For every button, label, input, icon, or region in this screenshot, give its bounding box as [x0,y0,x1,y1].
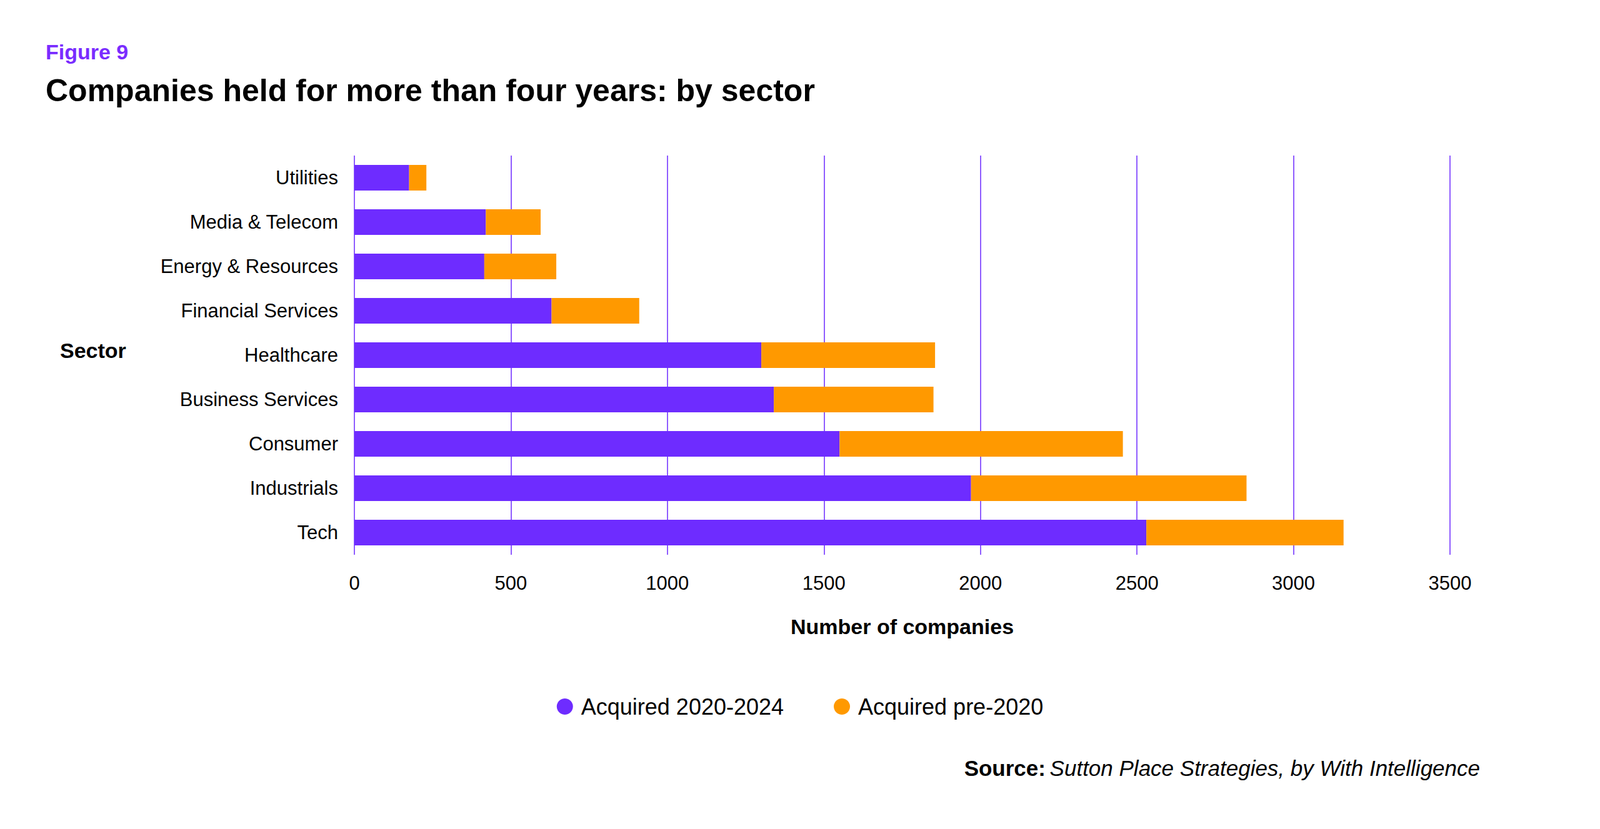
svg-text:Acquired pre-2020: Acquired pre-2020 [858,694,1044,720]
svg-text:Tech: Tech [297,521,339,544]
svg-text:Consumer: Consumer [248,433,339,455]
svg-text:2500: 2500 [1115,572,1159,595]
svg-text:Number of companies: Number of companies [790,615,1014,639]
svg-text:Media & Telecom: Media & Telecom [190,211,339,234]
svg-text:0: 0 [348,572,360,595]
svg-text:3000: 3000 [1271,572,1315,595]
svg-text:Financial Services: Financial Services [180,300,339,322]
svg-text:1000: 1000 [645,572,689,595]
svg-text:2000: 2000 [958,572,1002,595]
svg-text:Sutton Place Strategies, by Wi: Sutton Place Strategies, by With Intelli… [1050,756,1480,781]
svg-text:Business Services: Business Services [180,388,339,411]
svg-text:Utilities: Utilities [275,166,339,189]
svg-text:Companies held for more than f: Companies held for more than four years:… [45,73,815,109]
svg-text:Healthcare: Healthcare [244,344,339,367]
svg-text:3500: 3500 [1428,572,1472,595]
svg-text:Industrials: Industrials [250,477,339,500]
svg-text:Energy & Resources: Energy & Resources [160,255,339,278]
svg-text:Source:: Source: [964,756,1046,781]
svg-text:Sector: Sector [60,338,127,363]
svg-text:1500: 1500 [802,572,846,595]
svg-text:Acquired 2020-2024: Acquired 2020-2024 [581,694,784,720]
svg-text:500: 500 [495,572,528,595]
svg-text:Figure 9: Figure 9 [45,40,129,64]
